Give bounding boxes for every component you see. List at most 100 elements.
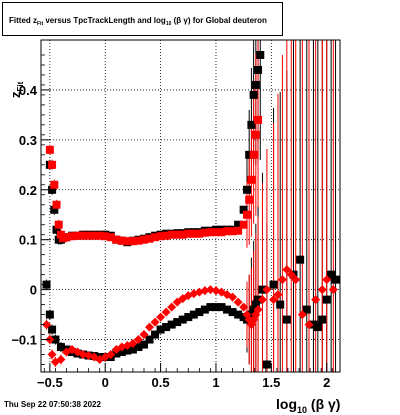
data-point — [228, 292, 238, 302]
data-point — [162, 231, 171, 240]
x-tick-label: 0.5 — [152, 375, 170, 390]
data-point — [128, 345, 137, 354]
x-axis-label-tail: (β γ) — [307, 396, 341, 412]
data-point — [50, 180, 59, 189]
y-tick-label: 0.2 — [19, 183, 37, 198]
data-point — [276, 300, 285, 309]
data-point — [117, 348, 126, 357]
data-point — [139, 330, 149, 340]
y-tick-label: 0.1 — [19, 233, 37, 248]
x-axis-label-sub: 10 — [297, 405, 308, 415]
x-tick-label: −0.5 — [37, 375, 63, 390]
data-point — [239, 220, 248, 229]
data-point — [42, 280, 51, 289]
data-point — [47, 350, 57, 360]
data-point — [269, 280, 278, 289]
data-point — [251, 300, 260, 309]
data-point — [322, 275, 332, 285]
chart-title-subscript: 10 — [165, 21, 172, 27]
y-axis-label: zFit — [4, 40, 25, 98]
axes: −0.5 0 0.5 1 1.5 2 −0.1 0 0.1 0.2 0.3 0.4 — [11, 54, 333, 390]
data-point — [139, 235, 148, 244]
data-point — [73, 231, 82, 240]
data-point — [234, 220, 243, 229]
data-point — [195, 308, 204, 317]
data-point — [134, 343, 143, 352]
data-point — [117, 236, 126, 245]
data-point — [48, 325, 57, 334]
data-point — [184, 229, 193, 238]
timestamp-footer: Thu Sep 22 07:50:38 2022 — [4, 400, 101, 409]
data-point — [228, 227, 237, 236]
data-point — [156, 232, 165, 241]
data-point — [56, 343, 65, 352]
data-point — [150, 317, 160, 327]
data-point — [245, 150, 254, 159]
chart-title-part: Fitted z — [9, 16, 37, 25]
data-point — [247, 175, 256, 184]
data-point — [256, 50, 265, 59]
data-point — [317, 285, 327, 295]
chart-title: Fitted zFit versus TpcTrackLength and lo… — [9, 16, 267, 27]
data-point — [189, 229, 198, 238]
data-point — [217, 303, 226, 312]
data-point — [249, 90, 258, 99]
data-point — [322, 295, 331, 304]
data-point — [52, 200, 61, 209]
data-point — [282, 315, 291, 324]
data-point — [217, 228, 226, 237]
data-point — [48, 185, 57, 194]
data-point — [304, 320, 314, 330]
data-point — [50, 205, 59, 214]
data-point — [151, 233, 160, 242]
chart-title-subscript: Fit — [37, 21, 44, 27]
data-markers — [42, 50, 340, 369]
data-point — [273, 290, 283, 300]
x-tick-label: 0 — [102, 375, 109, 390]
y-axis-label-sub: Fit — [16, 81, 25, 91]
data-point — [253, 305, 263, 315]
data-point — [123, 237, 132, 246]
y-tick-label: −0.1 — [11, 333, 37, 348]
x-tick-label: 1 — [212, 375, 219, 390]
svg-text:zFit: zFit — [8, 81, 25, 98]
data-point — [302, 305, 311, 314]
data-point — [254, 65, 263, 74]
data-point — [56, 355, 66, 365]
data-point — [45, 310, 54, 319]
data-point — [139, 340, 148, 349]
data-point — [206, 303, 215, 312]
data-point — [162, 323, 171, 332]
data-point — [128, 339, 138, 349]
data-point — [245, 195, 254, 204]
data-point — [239, 302, 249, 312]
data-point — [52, 225, 61, 234]
data-point — [151, 330, 160, 339]
data-point — [262, 285, 272, 295]
data-point — [189, 310, 198, 319]
data-point — [286, 270, 296, 280]
data-point — [211, 228, 220, 237]
data-point — [106, 350, 116, 360]
data-point — [328, 285, 338, 295]
data-point — [156, 325, 165, 334]
data-point — [251, 80, 260, 89]
data-point — [257, 295, 267, 305]
data-point — [184, 313, 193, 322]
data-point — [234, 226, 243, 235]
data-point — [101, 232, 110, 241]
data-point — [200, 228, 209, 237]
chart-title-part: versus TpcTrackLength and log — [43, 16, 166, 25]
data-point — [84, 231, 93, 240]
data-point — [133, 335, 143, 345]
data-point — [79, 231, 88, 240]
data-point — [90, 231, 99, 240]
data-point — [51, 335, 60, 344]
data-point — [156, 312, 166, 322]
data-point — [327, 270, 336, 279]
data-point — [145, 234, 154, 243]
data-point — [178, 315, 187, 324]
y-tick-label: 0.4 — [19, 83, 38, 98]
data-point — [195, 229, 204, 238]
data-point — [331, 275, 340, 284]
